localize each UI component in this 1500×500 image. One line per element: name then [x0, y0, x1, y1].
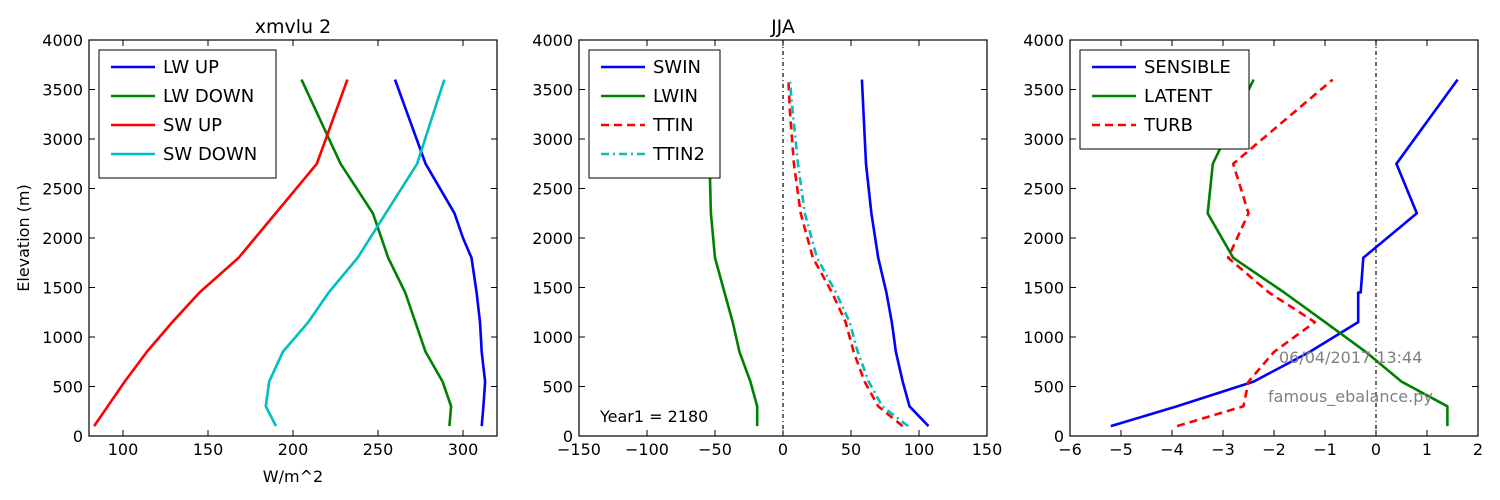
series-line-ttin — [787, 79, 904, 428]
y-tick-label: 4000 — [42, 31, 83, 50]
panel-turbulent-fluxes: −6 −5 −4 −3 −2 −1 0 1 2 0 500 1000 1500 2000 2500 3000 3… — [1023, 31, 1483, 459]
legend: SENSIBLE LATENT TURB — [1079, 49, 1250, 150]
x-tick-label: 200 — [278, 440, 309, 459]
x-tick-label: −2 — [1262, 440, 1286, 459]
y-tick-label: 3000 — [1023, 130, 1064, 149]
x-tick-label: −150 — [557, 440, 601, 459]
legend-entry-label: LATENT — [1144, 86, 1213, 107]
y-tick-label: 500 — [542, 378, 573, 397]
x-axis-label: W/m^2 — [263, 467, 323, 486]
x-tick-label: −1 — [1313, 440, 1337, 459]
y-tick-label: 1000 — [532, 328, 573, 347]
script-watermark: famous_ebalance.py — [1268, 387, 1433, 407]
x-tick-label: 0 — [1371, 440, 1381, 459]
legend-entry-label: SWIN — [653, 57, 701, 78]
legend-entry-label: LWIN — [653, 86, 698, 107]
y-tick-label: 1500 — [532, 279, 573, 298]
x-tick-label: 100 — [904, 440, 935, 459]
series-line-sw-down — [264, 79, 446, 427]
y-tick-label: 3500 — [532, 81, 573, 100]
x-tick-label: −50 — [698, 440, 732, 459]
x-tick-label: 50 — [841, 440, 861, 459]
x-tick-label: −5 — [1109, 440, 1133, 459]
y-tick-label: 4000 — [1023, 31, 1064, 50]
legend-box — [98, 49, 277, 179]
y-tick-label: 3500 — [42, 81, 83, 100]
x-tick-label: 100 — [108, 440, 139, 459]
legend: SWIN LWIN TTIN TTIN2 — [588, 49, 721, 179]
panel-title: xmvlu 2 — [255, 16, 331, 38]
y-tick-label: 2000 — [532, 229, 573, 248]
series-line-lw-down — [300, 79, 453, 427]
legend-entry-label: TTIN2 — [652, 144, 705, 165]
x-tick-label: 1 — [1422, 440, 1432, 459]
legend-entry-label: LW DOWN — [163, 86, 254, 107]
series-line-turb — [1176, 78, 1334, 428]
legend-entry-label: SW DOWN — [163, 144, 257, 165]
legend-box — [588, 49, 721, 179]
y-tick-label: 2500 — [1023, 180, 1064, 199]
y-tick-label: 4000 — [532, 31, 573, 50]
series-line-sw-up — [93, 79, 349, 427]
series-line-ttin2 — [788, 79, 909, 428]
x-tick-label: 150 — [193, 440, 224, 459]
panel-jja: −150 −100 −50 0 50 100 15005001000150020002500… — [532, 16, 1002, 459]
legend-entry-label: SENSIBLE — [1144, 57, 1231, 78]
legend-entry-label: TURB — [1143, 115, 1193, 136]
y-tick-label: 500 — [1033, 378, 1064, 397]
series-line-latent — [1206, 79, 1449, 427]
y-tick-label: 2000 — [1023, 229, 1064, 248]
y-tick-label: 1500 — [1023, 279, 1064, 298]
x-tick-label: 0 — [778, 440, 788, 459]
x-tick-label: 150 — [972, 440, 1003, 459]
x-tick-label: −4 — [1160, 440, 1184, 459]
x-tick-label: −6 — [1058, 440, 1082, 459]
y-tick-label: 0 — [563, 427, 573, 446]
y-tick-label: 0 — [1054, 427, 1064, 446]
panel-energy-fluxes: 100 150 200 250 3000500100015002000250030003… — [14, 16, 498, 486]
y-tick-label: 3000 — [532, 130, 573, 149]
y-tick-label: 2000 — [42, 229, 83, 248]
x-tick-label: −3 — [1211, 440, 1235, 459]
year-annotation: Year1 = 2180 — [599, 407, 708, 426]
y-axis-label: Elevation (m) — [14, 184, 33, 291]
y-tick-label: 2500 — [532, 180, 573, 199]
y-tick-label: 0 — [73, 427, 83, 446]
legend-entry-label: LW UP — [163, 57, 219, 78]
x-tick-label: 2 — [1473, 440, 1483, 459]
y-tick-label: 1000 — [42, 328, 83, 347]
timestamp-watermark: 06/04/2017 13:44 — [1279, 348, 1422, 367]
legend-entry-label: TTIN — [652, 115, 693, 136]
y-tick-label: 500 — [52, 378, 83, 397]
series-line-sensible — [1110, 78, 1459, 428]
y-tick-label: 1500 — [42, 279, 83, 298]
legend: LW UP LW DOWN SW UP SW DOWN — [98, 49, 277, 179]
series-line-lwin — [708, 139, 759, 427]
x-tick-label: 300 — [448, 440, 479, 459]
series-line-lw-up — [393, 79, 487, 427]
series-line-swin — [860, 79, 930, 428]
legend-entry-label: SW UP — [163, 115, 222, 136]
y-tick-label: 3500 — [1023, 81, 1064, 100]
y-tick-label: 2500 — [42, 180, 83, 199]
x-tick-label: −100 — [625, 440, 669, 459]
y-tick-label: 1000 — [1023, 328, 1064, 347]
y-tick-label: 3000 — [42, 130, 83, 149]
x-tick-label: 250 — [363, 440, 394, 459]
panel-title: JJA — [770, 16, 795, 38]
